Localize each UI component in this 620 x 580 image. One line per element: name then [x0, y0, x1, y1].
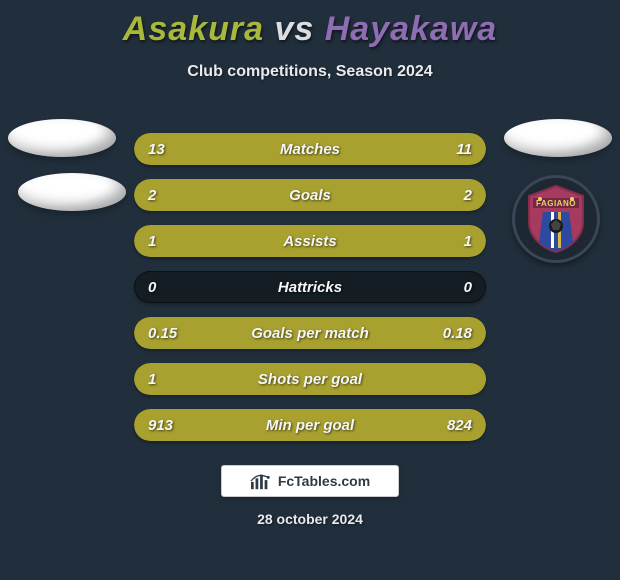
footer-brand-badge[interactable]: FcTables.com: [221, 465, 399, 497]
title-player2: Hayakawa: [325, 10, 497, 48]
stat-label: Shots per goal: [204, 371, 416, 388]
stats-list: 13Matches112Goals21Assists10Hattricks00.…: [134, 133, 486, 441]
stat-value-right: 11: [416, 141, 486, 158]
stat-value-left: 2: [134, 187, 204, 204]
stat-value-left: 13: [134, 141, 204, 158]
footer-brand-text: FcTables.com: [278, 473, 370, 489]
stat-row: 0Hattricks0: [134, 271, 486, 303]
player2-badge-placeholder-1: [504, 119, 612, 157]
stat-value-left: 913: [134, 417, 204, 434]
svg-text:FAGIANO: FAGIANO: [536, 199, 576, 208]
player2-club-crest: FAGIANO: [512, 175, 600, 263]
stat-label: Goals per match: [204, 325, 416, 342]
stat-value-right: 1: [416, 233, 486, 250]
bar-chart-icon: [250, 471, 272, 491]
stat-value-left: 0: [134, 279, 204, 296]
stat-row: 913Min per goal824: [134, 409, 486, 441]
date-text: 28 october 2024: [0, 511, 620, 527]
title-vs: vs: [274, 10, 314, 48]
stat-value-right: 0: [416, 279, 486, 296]
title-player1: Asakura: [123, 10, 264, 48]
stat-value-left: 1: [134, 233, 204, 250]
stat-value-right: 0.18: [416, 325, 486, 342]
stat-value-left: 0.15: [134, 325, 204, 342]
stat-label: Hattricks: [204, 279, 416, 296]
player1-badge-placeholder-1: [8, 119, 116, 157]
crest-icon: FAGIANO: [521, 184, 591, 254]
stat-label: Assists: [204, 233, 416, 250]
stat-value-right: 824: [416, 417, 486, 434]
stat-value-left: 1: [134, 371, 204, 388]
stat-label: Min per goal: [204, 417, 416, 434]
stat-label: Goals: [204, 187, 416, 204]
stat-label: Matches: [204, 141, 416, 158]
stat-value-right: 2: [416, 187, 486, 204]
stat-row: 0.15Goals per match0.18: [134, 317, 486, 349]
stat-row: 2Goals2: [134, 179, 486, 211]
stat-row: 1Shots per goal: [134, 363, 486, 395]
subtitle: Club competitions, Season 2024: [0, 63, 620, 81]
stat-row: 1Assists1: [134, 225, 486, 257]
page-title: Asakura vs Hayakawa: [0, 0, 620, 49]
stat-row: 13Matches11: [134, 133, 486, 165]
player1-badge-placeholder-2: [18, 173, 126, 211]
